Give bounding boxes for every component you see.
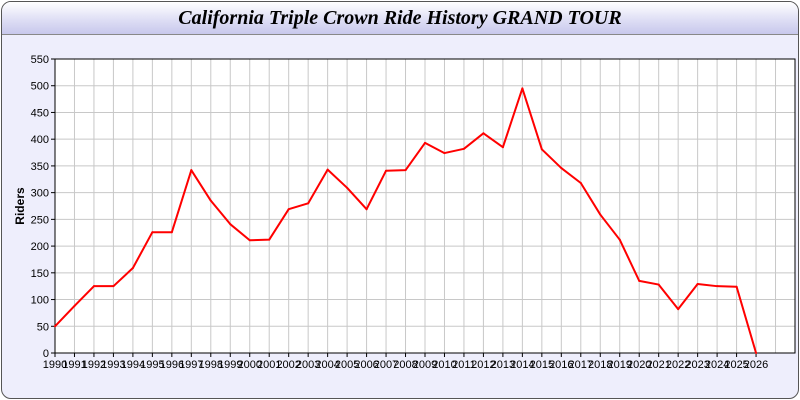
y-tick-label: 550 <box>31 54 49 66</box>
x-tick-label: 1990 <box>43 359 67 371</box>
y-tick-label: 0 <box>43 348 49 360</box>
x-tick-label: 2017 <box>569 359 593 371</box>
data-point <box>248 239 251 242</box>
x-tick-label: 2021 <box>646 359 670 371</box>
x-tick-label: 2005 <box>335 359 359 371</box>
y-tick-label: 100 <box>31 295 49 307</box>
data-point <box>151 231 154 234</box>
x-tick-label: 2023 <box>685 359 709 371</box>
y-tick-label: 500 <box>31 81 49 93</box>
x-tick-label: 1998 <box>199 359 223 371</box>
y-tick-label: 300 <box>31 188 49 200</box>
x-tick-label: 2011 <box>452 359 476 371</box>
x-tick-label: 2009 <box>413 359 437 371</box>
data-point <box>482 132 485 135</box>
data-point <box>696 283 699 286</box>
x-tick-label: 2019 <box>607 359 631 371</box>
data-point <box>268 238 271 241</box>
data-point <box>755 352 758 354</box>
x-tick-label: 1991 <box>62 359 86 371</box>
data-point <box>560 167 563 170</box>
x-tick-label: 2022 <box>666 359 690 371</box>
x-tick-label: 1992 <box>82 359 106 371</box>
data-point <box>385 169 388 172</box>
x-tick-label: 1994 <box>121 359 145 371</box>
x-tick-label: 2013 <box>491 359 515 371</box>
y-tick-label: 200 <box>31 241 49 253</box>
x-tick-label: 2003 <box>296 359 320 371</box>
data-point <box>131 267 134 270</box>
data-point <box>92 285 95 288</box>
x-tick-label: 2000 <box>237 359 261 371</box>
data-point <box>618 238 621 241</box>
data-point <box>657 283 660 286</box>
x-tick-label: 2024 <box>705 359 729 371</box>
x-tick-label: 2020 <box>627 359 651 371</box>
data-point <box>424 141 426 144</box>
data-point <box>209 199 212 202</box>
data-point <box>638 279 641 282</box>
data-point <box>579 182 582 185</box>
data-point <box>462 147 465 150</box>
data-point <box>677 308 680 311</box>
data-point <box>404 169 407 172</box>
y-tick-label: 50 <box>37 321 49 333</box>
x-tick-label: 2026 <box>744 359 768 371</box>
data-point <box>307 202 310 205</box>
y-tick-label: 400 <box>31 134 49 146</box>
x-tick-label: 2001 <box>257 359 281 371</box>
x-tick-label: 1995 <box>140 359 164 371</box>
data-point <box>326 168 329 171</box>
x-tick-label: 2002 <box>276 359 300 371</box>
y-tick-label: 450 <box>31 107 49 119</box>
x-tick-label: 2007 <box>374 359 398 371</box>
data-point <box>716 285 719 288</box>
x-tick-label: 2014 <box>510 359 534 371</box>
y-axis-label: Riders <box>13 187 27 225</box>
y-tick-label: 150 <box>31 268 49 280</box>
x-tick-label: 2006 <box>354 359 378 371</box>
data-point <box>443 152 446 155</box>
x-tick-label: 2004 <box>315 359 339 371</box>
x-tick-label: 2008 <box>393 359 417 371</box>
data-point <box>287 208 290 211</box>
plot-border <box>54 58 796 354</box>
data-point <box>365 208 368 211</box>
data-point <box>346 186 349 189</box>
data-point <box>112 285 115 288</box>
x-tick-label: 2018 <box>588 359 612 371</box>
y-tick-label: 250 <box>31 214 49 226</box>
data-point <box>521 87 524 90</box>
x-tick-label: 1999 <box>218 359 242 371</box>
data-point <box>54 325 56 328</box>
data-point <box>501 146 504 149</box>
x-tick-label: 2012 <box>471 359 495 371</box>
x-tick-label: 1997 <box>179 359 203 371</box>
data-point <box>540 148 543 151</box>
data-point <box>599 213 602 216</box>
data-point <box>735 285 738 288</box>
x-tick-label: 2010 <box>432 359 456 371</box>
chart-title: California Triple Crown Ride History GRA… <box>178 7 622 29</box>
data-point <box>229 223 232 226</box>
data-point <box>170 231 173 234</box>
x-tick-label: 2016 <box>549 359 573 371</box>
x-tick-label: 2015 <box>530 359 554 371</box>
x-tick-label: 1993 <box>101 359 125 371</box>
x-tick-label: 1996 <box>160 359 184 371</box>
data-point <box>73 304 76 307</box>
x-tick-label: 2025 <box>724 359 748 371</box>
data-point <box>190 169 193 172</box>
y-tick-label: 350 <box>31 161 49 173</box>
title-bar: California Triple Crown Ride History GRA… <box>2 2 798 35</box>
